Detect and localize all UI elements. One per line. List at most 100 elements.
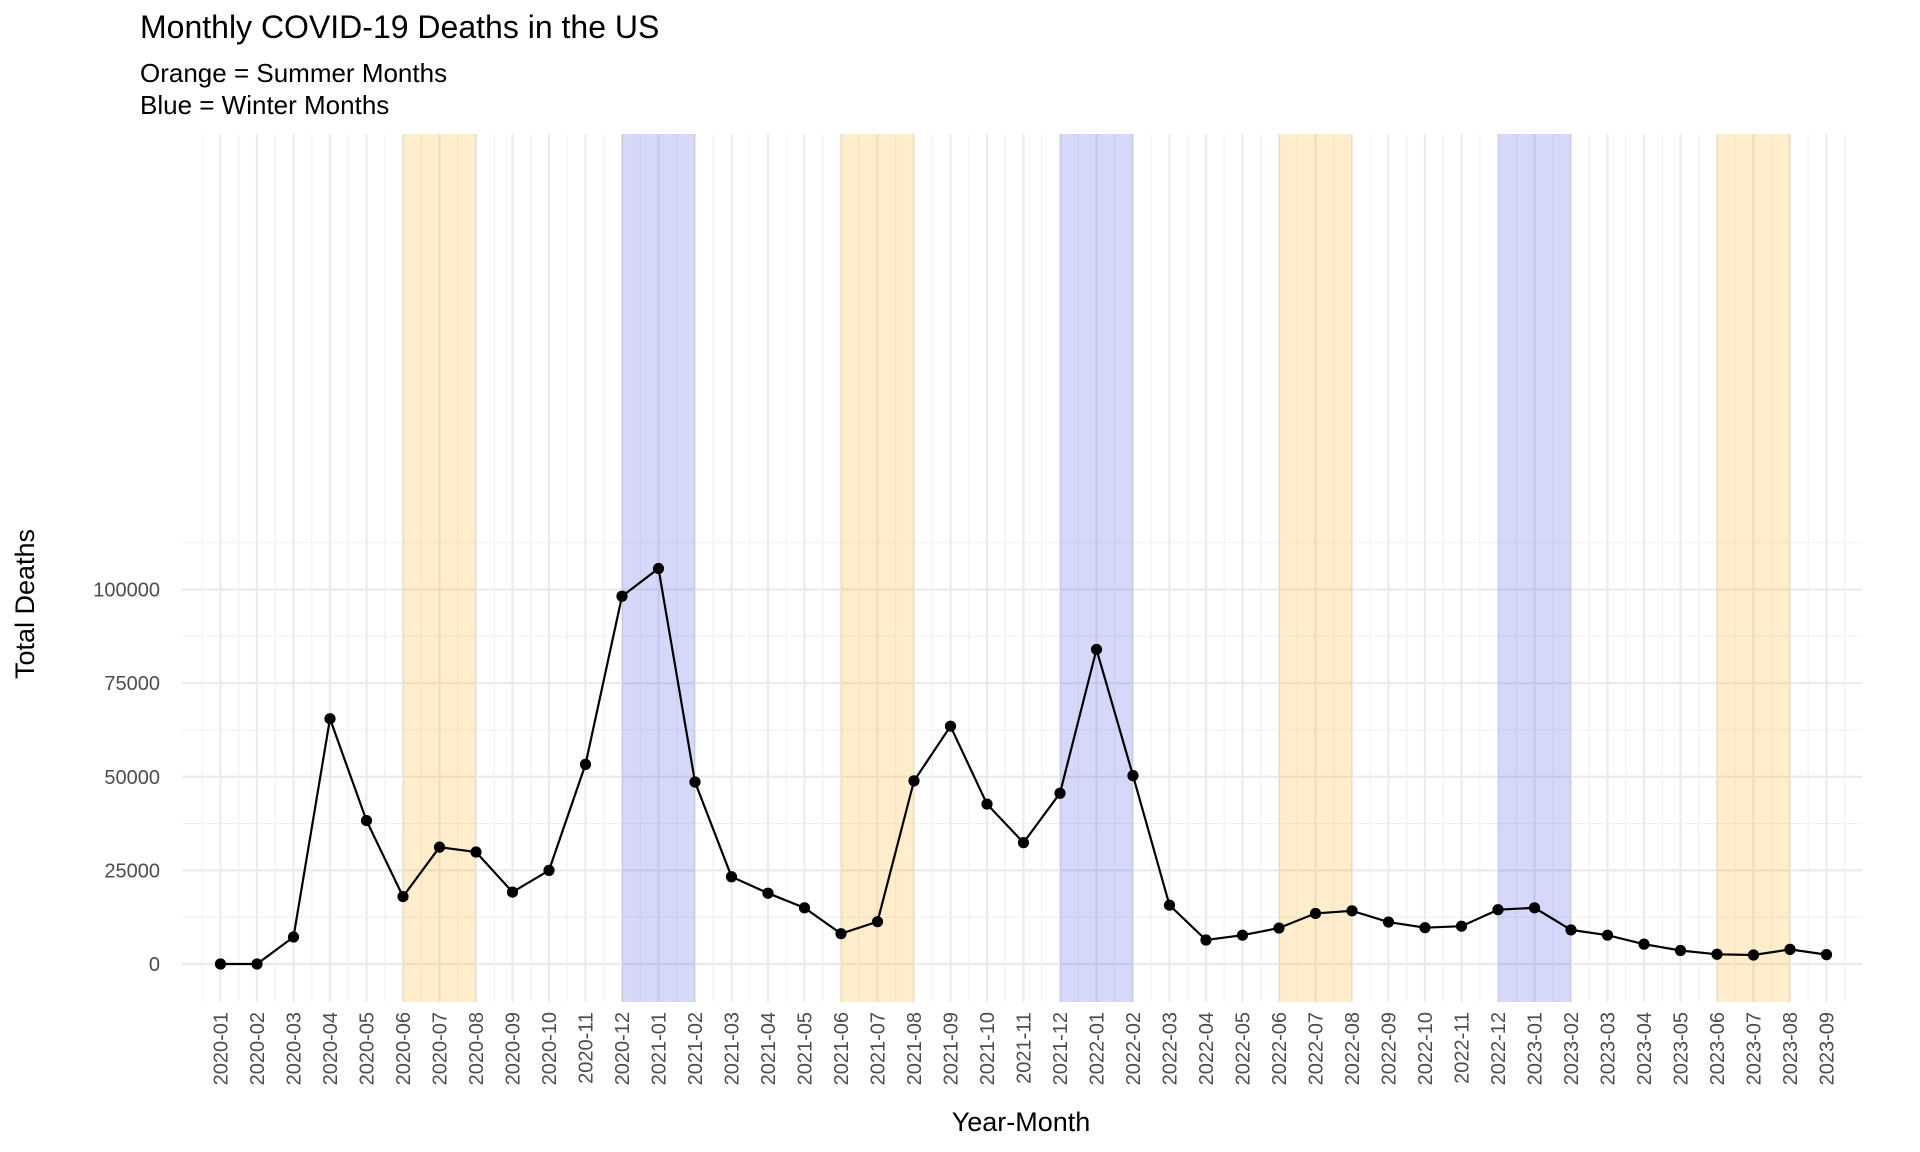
data-point [1601,929,1614,941]
x-tick-label: 2020-05 [357,1012,379,1085]
data-point [1236,929,1249,941]
data-point [1419,922,1431,934]
data-point [944,720,957,732]
x-tick-label: 2021-03 [722,1012,744,1085]
x-tick-label: 2023-09 [1817,1012,1839,1085]
x-tick-label: 2022-07 [1306,1012,1328,1085]
data-point [1054,787,1066,799]
data-point [506,886,519,898]
data-point [251,958,263,970]
data-point [287,931,300,943]
data-point [1492,904,1504,916]
data-point [1747,949,1760,961]
data-point [324,713,336,725]
x-tick-label: 2021-08 [904,1012,926,1085]
x-tick-label: 2023-01 [1525,1012,1547,1085]
x-tick-label: 2021-07 [868,1012,890,1085]
x-tick-label: 2023-03 [1598,1012,1620,1085]
x-tick-label: 2023-02 [1561,1012,1583,1085]
data-point [543,864,555,876]
summer-band [403,134,476,1002]
x-tick-label: 2020-04 [320,1012,342,1085]
x-tick-label: 2020-01 [211,1012,233,1085]
x-tick-label: 2020-12 [612,1012,634,1085]
data-point [689,776,701,788]
x-tick-label: 2022-04 [1196,1012,1218,1085]
data-point [616,590,628,602]
data-point [214,958,227,970]
data-point [360,814,373,827]
y-tick-label: 50000 [104,767,160,789]
data-point [762,887,774,899]
x-tick-label: 2023-07 [1744,1012,1766,1085]
x-tick-label: 2021-01 [649,1012,671,1085]
x-tick-label: 2020-07 [430,1012,452,1085]
y-axis-title: Total Deaths [10,529,40,679]
data-point [908,775,920,787]
chart-title: Monthly COVID-19 Deaths in the US [140,9,659,45]
x-tick-label: 2022-10 [1415,1012,1437,1085]
data-point [1163,899,1176,911]
winter-band [1498,134,1571,1002]
data-point [1528,902,1541,914]
x-tick-label: 2023-05 [1671,1012,1693,1085]
grid-lines [182,134,1862,1002]
summer-band [1279,134,1352,1002]
x-axis-title: Year-Month [952,1107,1091,1137]
x-axis-ticks: 2020-01 2020-02 2020-03 2020-04 2020-05 2020-… [211,1012,1839,1085]
data-point [1127,770,1139,782]
x-tick-label: 2020-09 [503,1012,525,1085]
data-point [652,562,665,575]
data-point [981,798,993,810]
chart-subtitle-line-1: Orange = Summer Months [140,58,447,88]
x-tick-label: 2020-10 [539,1012,561,1085]
x-tick-label: 2021-12 [1050,1012,1072,1085]
data-point [1017,837,1030,849]
y-tick-label: 75000 [104,673,160,695]
y-tick-label: 0 [149,954,160,976]
data-point [1200,934,1212,946]
data-point [1820,949,1833,961]
x-tick-label: 2022-09 [1379,1012,1401,1085]
data-point [1565,924,1577,936]
data-point [798,902,811,914]
chart-subtitle-line-2: Blue = Winter Months [140,90,389,120]
data-point [1309,907,1322,920]
data-point [1784,943,1796,955]
deaths-series [214,562,1833,970]
x-tick-label: 2020-08 [466,1012,488,1085]
y-tick-label: 100000 [93,580,160,602]
data-point [1711,948,1723,960]
data-point [871,916,884,928]
x-tick-label: 2022-08 [1342,1012,1364,1085]
y-tick-label: 25000 [104,860,160,882]
x-tick-label: 2021-06 [831,1012,853,1085]
x-tick-label: 2022-12 [1488,1012,1510,1085]
x-tick-label: 2023-06 [1707,1012,1729,1085]
data-point [579,758,592,770]
data-point [725,871,738,883]
x-tick-label: 2022-03 [1160,1012,1182,1085]
summer-band [1717,134,1790,1002]
x-tick-label: 2023-08 [1780,1012,1802,1085]
x-tick-label: 2022-02 [1123,1012,1145,1085]
x-tick-label: 2021-04 [758,1012,780,1085]
data-point [1273,922,1285,934]
x-tick-label: 2020-06 [393,1012,415,1085]
y-axis-ticks: 0 25000 50000 75000 100000 [93,580,160,977]
season-bands [403,134,1790,1002]
x-tick-label: 2022-05 [1233,1012,1255,1085]
x-tick-label: 2021-11 [1014,1012,1036,1084]
data-point [433,841,446,853]
x-tick-label: 2020-11 [576,1012,598,1084]
data-point [1346,905,1358,917]
x-tick-label: 2022-11 [1452,1012,1474,1084]
data-point [1455,920,1468,932]
data-point [1382,916,1395,928]
summer-band [841,134,914,1002]
x-tick-label: 2022-01 [1087,1012,1109,1085]
data-point [397,890,409,903]
data-point [1638,938,1650,950]
data-point [470,846,482,858]
